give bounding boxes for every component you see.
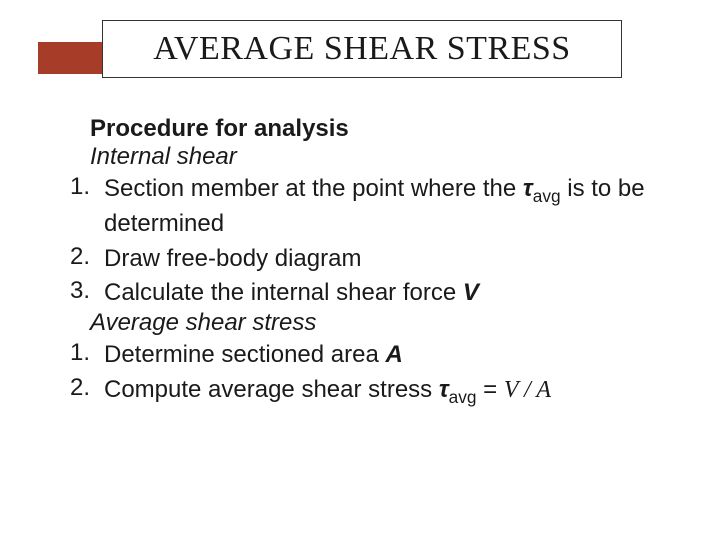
- item-text: Compute average shear stress τavg = V / …: [104, 374, 675, 409]
- text-pre: Calculate the internal shear force: [104, 279, 463, 306]
- divide-sign: /: [518, 377, 536, 403]
- text-pre: Determine sectioned area: [104, 341, 385, 368]
- equals-sign: =: [476, 376, 503, 403]
- list-item: 2. Compute average shear stress τavg = V…: [60, 374, 675, 409]
- procedure-heading: Procedure for analysis: [90, 115, 675, 143]
- item-number: 2.: [60, 374, 90, 402]
- variable-v: V: [463, 279, 479, 306]
- item-text: Section member at the point where the τa…: [104, 173, 675, 241]
- variable-v: V: [504, 377, 518, 403]
- item-text: Calculate the internal shear force V: [104, 277, 675, 309]
- text-pre: Section member at the point where the: [104, 175, 523, 202]
- slide: AVERAGE SHEAR STRESS Procedure for analy…: [0, 0, 720, 540]
- tau-subscript: avg: [533, 186, 561, 206]
- item-number: 3.: [60, 277, 90, 305]
- list-item: 3. Calculate the internal shear force V: [60, 277, 675, 309]
- content-area: Procedure for analysis Internal shear 1.…: [60, 115, 675, 409]
- section1-subtitle: Internal shear: [90, 143, 675, 171]
- section2-subtitle: Average shear stress: [90, 309, 675, 337]
- tau-symbol: τ: [439, 376, 449, 403]
- item-text: Draw free-body diagram: [104, 243, 675, 275]
- item-number: 1.: [60, 339, 90, 367]
- text-pre: Compute average shear stress: [104, 376, 439, 403]
- list-item: 2. Draw free-body diagram: [60, 243, 675, 275]
- list-item: 1. Section member at the point where the…: [60, 173, 675, 241]
- list-item: 1. Determine sectioned area A: [60, 339, 675, 371]
- item-text: Determine sectioned area A: [104, 339, 675, 371]
- title-box: AVERAGE SHEAR STRESS: [102, 20, 622, 78]
- tau-subscript: avg: [449, 386, 477, 406]
- item-number: 1.: [60, 173, 90, 201]
- slide-title: AVERAGE SHEAR STRESS: [153, 30, 570, 68]
- variable-a: A: [536, 377, 551, 403]
- variable-a: A: [385, 341, 402, 368]
- item-number: 2.: [60, 243, 90, 271]
- tau-symbol: τ: [523, 175, 533, 202]
